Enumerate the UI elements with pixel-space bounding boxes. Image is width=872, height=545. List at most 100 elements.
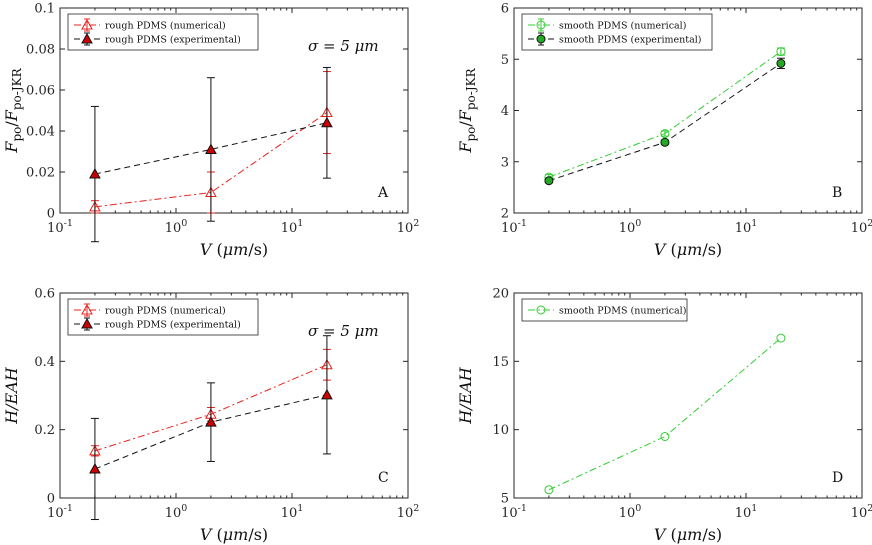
series-rough-pdms-experimental- [89,335,333,521]
y-tick-label: 20 [492,287,509,302]
y-tick-label: 4 [501,104,509,119]
x-tick-label: 10-1 [47,503,73,521]
legend-marker [81,303,93,315]
plot-area-frame [513,292,863,499]
y-tick-label: 0.08 [26,43,55,58]
y-tick-label: 5 [501,492,509,507]
legend-marker [536,34,546,44]
y-tick-label: 0.02 [26,166,55,181]
legend-label: rough PDMS (experimental) [105,35,241,46]
y-tick-label: 15 [492,355,509,370]
legend: smooth PDMS (numerical) [521,298,688,322]
y-tick-label: 0.06 [26,84,55,99]
panel-label: A [377,185,389,201]
x-tick-label: 10-1 [501,503,527,521]
panel-label: C [378,470,389,486]
y-axis-label: H/EAH [2,366,21,425]
y-tick-label: 6 [501,2,509,17]
series-line [548,62,782,182]
legend-marker [81,317,93,329]
legend-marker [81,18,93,30]
legend-box [67,13,259,51]
legend-label: smooth PDMS (numerical) [559,306,686,317]
data-point [544,176,554,186]
data-point [776,333,786,343]
panel-B: 10-1 100 101 102 2 3 4 5 6 V (μm/s) Fpo/Fpo-JKR Bsm… [456,2,872,260]
data-point [776,47,786,57]
x-tick-label: 101 [281,218,304,236]
panel-label: B [832,185,842,201]
series-line [548,51,782,178]
legend-box [521,298,688,322]
y-tick-label: 0.2 [34,423,55,438]
legend-label: smooth PDMS (numerical) [559,21,686,32]
x-tick-label: 100 [619,503,642,521]
data-point [660,129,670,139]
x-tick-label: 102 [851,218,872,236]
data-point [776,58,786,68]
y-tick-label: 0 [47,492,55,507]
x-tick-label: 10-1 [47,218,73,236]
x-tick-label: 100 [165,503,188,521]
data-point [321,388,333,400]
legend-label: rough PDMS (numerical) [105,21,226,32]
panel-C: 10-1 100 101 102 0 0.2 0.4 0.6 V (μm/s) H/EAH Cσ =… [2,287,419,545]
data-point [660,432,670,441]
x-axis-label: V (μm/s) [200,240,268,259]
panel-A: 10-1 100 101 102 0 0.02 0.04 0.06 0.08 0.1 V (μm/s… [2,2,419,260]
x-axis-label: V (μm/s) [200,525,268,544]
legend-marker [536,305,546,315]
series-rough-pdms-experimental- [89,66,333,243]
sigma-annotation: σ = 5 μm [308,37,379,55]
y-axis-label: Fpo/Fpo-JKR [2,67,24,153]
plot-area-frame [59,7,409,214]
y-tick-label: 0.4 [34,355,55,370]
panel-D: 10-1 100 101 102 5 10 15 20 V (μm/s) H/EAH Dsmooth… [456,287,872,545]
y-axis-label: H/EAH [456,366,475,425]
x-tick-label: 102 [397,503,420,521]
legend-marker [81,32,93,44]
y-tick-label: 10 [492,423,509,438]
x-tick-label: 100 [619,218,642,236]
y-tick-label: 2 [501,207,509,222]
x-tick-label: 101 [735,218,758,236]
x-tick-label: 102 [397,218,420,236]
sigma-annotation: σ = 5 μm [308,322,379,340]
data-point [660,137,670,147]
legend: rough PDMS (numerical) rough PDMS (experi… [67,298,259,336]
series-line [548,337,782,491]
data-point [205,143,217,154]
legend-box [67,298,259,336]
legend-label: rough PDMS (numerical) [105,306,226,317]
series-smooth-pdms-numerical- [544,47,786,182]
x-tick-label: 10-1 [501,218,527,236]
y-tick-label: 0.6 [34,287,55,302]
x-tick-label: 101 [735,503,758,521]
y-tick-label: 3 [501,155,509,170]
y-tick-label: 0.04 [26,125,55,140]
legend: smooth PDMS (numerical) smooth PDMS (expe… [521,13,713,51]
y-tick-label: 0 [47,207,55,222]
x-tick-label: 101 [281,503,304,521]
data-point [205,416,217,427]
x-tick-label: 102 [851,503,872,521]
y-tick-label: 0.1 [34,2,55,17]
legend-label: rough PDMS (experimental) [105,320,241,331]
x-axis-label: V (μm/s) [654,240,722,259]
y-tick-label: 5 [501,53,509,68]
plot-area-frame [59,292,409,499]
legend-label: smooth PDMS (experimental) [559,35,702,46]
y-axis-label: Fpo/Fpo-JKR [456,67,478,153]
panel-label: D [832,470,843,486]
legend-box [521,13,713,51]
data-point [321,116,333,128]
legend: rough PDMS (numerical) rough PDMS (experi… [67,13,259,51]
data-point [544,485,554,495]
x-tick-label: 100 [165,218,188,236]
data-point [89,168,101,179]
series-smooth-pdms-numerical- [544,333,786,495]
series-smooth-pdms-experimental- [544,57,786,186]
data-point [89,462,101,474]
legend-marker [536,20,546,30]
